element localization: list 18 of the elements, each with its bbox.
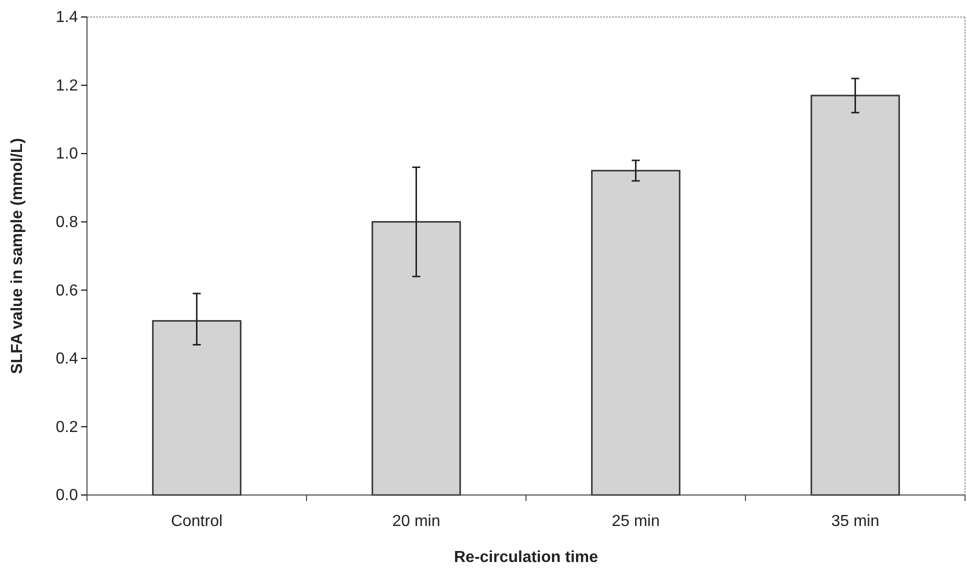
x-tick-label: 20 min (392, 513, 440, 530)
y-tick-label: 1.4 (56, 9, 78, 26)
bar (152, 320, 242, 496)
bar (810, 94, 900, 496)
y-tick-label: 0.6 (56, 282, 78, 300)
y-tick-label: 0.4 (56, 350, 78, 368)
y-tick-label: 0.2 (56, 418, 78, 436)
x-tick-label: 25 min (612, 513, 660, 530)
x-axis-title: Re-circulation time (454, 549, 598, 566)
y-tick-label: 0.0 (56, 487, 78, 504)
x-tick-label: 35 min (831, 513, 880, 530)
y-tick-label: 1.0 (56, 146, 78, 163)
bar (372, 221, 461, 496)
y-tick-label: 0.8 (56, 214, 78, 231)
y-tick-label: 1.2 (56, 77, 78, 94)
x-tick-label: Control (170, 513, 223, 530)
y-axis-title: SLFA value in sample (mmol/L) (9, 138, 26, 374)
bar (591, 170, 680, 496)
